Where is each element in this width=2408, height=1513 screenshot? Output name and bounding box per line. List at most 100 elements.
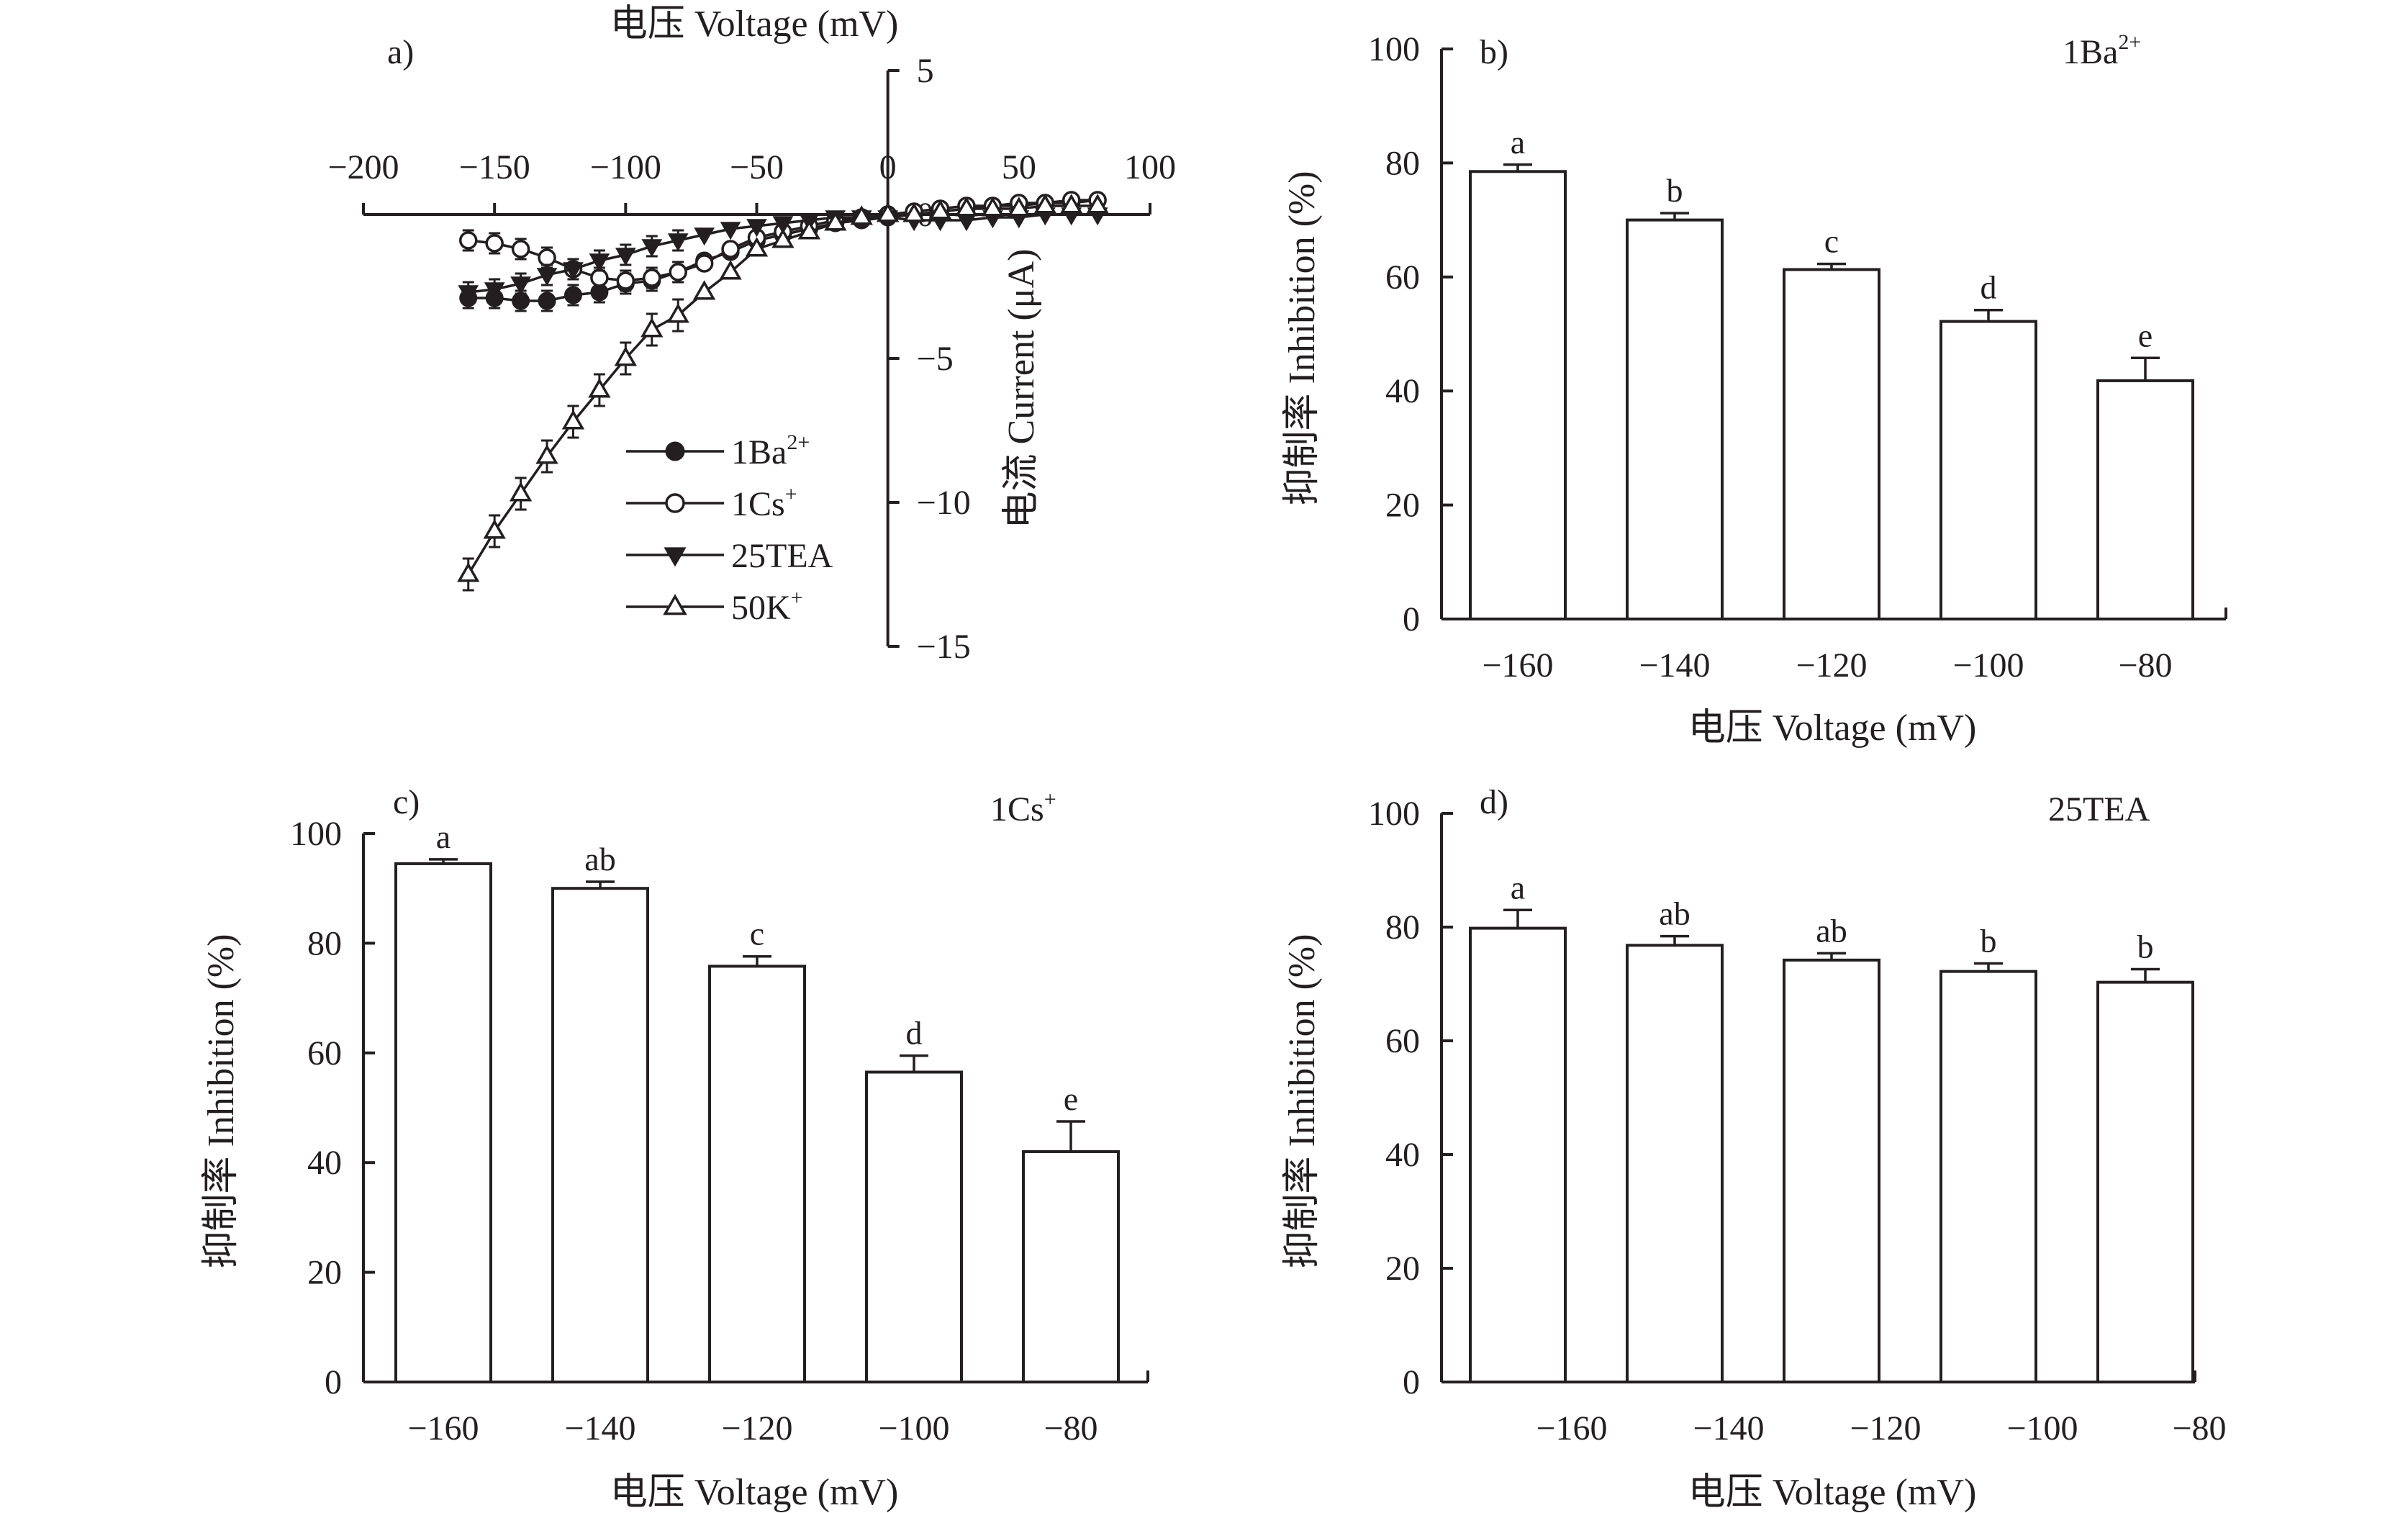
panel-c-y-tick-label: 60: [307, 1034, 342, 1072]
panel-b-label: b): [1480, 33, 1508, 71]
panel-b-y-tick-label: 60: [1385, 258, 1420, 297]
series-50K+: [457, 194, 1109, 592]
data-point-open-triangle: [719, 260, 742, 280]
panel-d-annotation-text: 25TEA: [2048, 790, 2150, 828]
panel-c-y-tick-label: 0: [325, 1363, 342, 1401]
panel-a-label: a): [387, 33, 414, 71]
data-point-open-circle: [643, 268, 661, 287]
data-point-open-triangle: [588, 378, 611, 398]
data-point-filled-triangle: [563, 262, 584, 281]
panel-c-significance-letter: c: [750, 916, 764, 952]
data-point-open-triangle: [483, 519, 506, 539]
data-point-filled-triangle: [694, 227, 715, 246]
panel-d-y-tick-label: 20: [1385, 1250, 1420, 1288]
data-point-filled-triangle: [720, 222, 741, 240]
legend-label: 1Ba2+: [731, 430, 810, 471]
data-point-open-triangle: [457, 562, 480, 582]
legend-label-sup: +: [785, 482, 797, 506]
panel-d-y-tick-label: 40: [1385, 1136, 1420, 1174]
panel-d-xlabel: 电压 Voltage (mV): [1688, 1472, 1977, 1513]
legend-label: 25TEA: [731, 537, 833, 575]
panel-b-significance-letter: c: [1824, 223, 1839, 260]
data-point-open-triangle: [771, 228, 795, 248]
data-point-open-triangle: [902, 202, 925, 222]
panel-c-x-tick-label: −80: [1044, 1409, 1097, 1447]
panel-d-y-tick-label: 0: [1403, 1363, 1420, 1401]
legend-label-text: 25TEA: [731, 537, 833, 575]
data-point-filled-circle: [563, 286, 582, 304]
panel-c-x-tick-label: −140: [564, 1409, 635, 1447]
panel-b-bar: [1626, 218, 1724, 621]
panel-a-y-tick-label: 5: [917, 52, 934, 90]
panel-a-iv-chart: a) 电压 Voltage (mV) 电流 Current (μA) −200 −…: [327, 4, 1176, 666]
data-point-filled-circle: [538, 292, 556, 310]
panel-c-x-tick-label: −100: [878, 1409, 949, 1447]
panel-c-annotation-text: 1Cs: [990, 790, 1044, 828]
legend-entry-1Ba2+: 1Ba2+: [626, 430, 810, 471]
panel-d-bar: [2096, 980, 2194, 1383]
panel-b-annotation: 1Ba2+: [2063, 30, 2141, 71]
panel-d-significance-letter: b: [1981, 923, 1997, 959]
panel-c-significance-letter: e: [1064, 1080, 1078, 1117]
data-point-open-triangle: [1008, 197, 1031, 217]
panel-c-xlabel: 电压 Voltage (mV): [610, 1472, 899, 1513]
legend-entry-1Cs+: 1Cs+: [626, 482, 797, 523]
panel-b-y-tick-label: 20: [1385, 487, 1420, 525]
panel-a-xlabel: 电压 Voltage (mV): [610, 4, 899, 45]
data-point-filled-circle: [665, 441, 685, 461]
panel-c-y-tick-label: 100: [290, 815, 342, 853]
panel-b-y-tick-label: 100: [1368, 30, 1420, 68]
panel-a-x-tick-label: −150: [459, 148, 530, 186]
data-point-open-triangle: [641, 317, 664, 338]
panel-c-y-tick-label: 40: [307, 1144, 342, 1182]
legend-label: 1Cs+: [731, 482, 797, 523]
panel-c-plot: 0 20 40 60 80 100 a −160 ab −140 c −120 d −100 e −80: [290, 815, 1149, 1447]
data-point-filled-triangle: [484, 282, 505, 301]
legend-label: 50K+: [731, 586, 803, 627]
panel-b-bar: [1469, 170, 1567, 620]
panel-c-bar: [551, 887, 649, 1383]
data-point-filled-triangle: [510, 276, 531, 295]
panel-c-bar: [1022, 1150, 1120, 1383]
panel-b-y-tick-label: 0: [1403, 600, 1420, 638]
legend-label-text: 1Ba: [731, 433, 787, 471]
panel-d-label: d): [1480, 783, 1508, 821]
data-point-filled-triangle: [615, 248, 636, 266]
panel-c-y-tick-label: 80: [307, 924, 342, 962]
panel-a-y-tick-label: −15: [917, 628, 971, 666]
data-point-open-triangle: [561, 410, 585, 430]
panel-d-significance-letter: ab: [1659, 895, 1690, 932]
data-point-open-circle: [538, 248, 556, 267]
panel-a-x-tick-label: 0: [879, 148, 897, 186]
panel-c-y-tick-label: 20: [307, 1254, 342, 1292]
panel-b-plot: 0 20 40 60 80 100 a −160 b −140 c −120 d −100 e −80: [1368, 30, 2227, 685]
data-point-open-circle: [616, 271, 635, 290]
panel-a-y-tick-label: −10: [917, 484, 971, 522]
legend-entry-25TEA: 25TEA: [626, 537, 833, 575]
panel-b-xlabel: 电压 Voltage (mV): [1688, 708, 1977, 749]
panel-b-x-tick-label: −120: [1796, 646, 1867, 685]
panel-d-annotation: 25TEA: [2048, 790, 2150, 828]
panel-d-bar: [1939, 970, 2037, 1383]
panel-c-significance-letter: ab: [584, 841, 615, 877]
data-point-filled-triangle: [667, 233, 689, 252]
panel-d-bar: [1626, 944, 1724, 1383]
data-point-open-triangle: [981, 197, 1005, 217]
panel-d-y-tick-label: 80: [1385, 908, 1420, 947]
panel-c-bar-chart: c) 电压 Voltage (mV) 抑制率 Inhibition (%) 1C…: [201, 783, 1149, 1513]
data-point-open-triangle: [1033, 194, 1056, 214]
panel-c-bar: [708, 965, 806, 1384]
data-point-filled-triangle: [458, 285, 479, 304]
panel-d-x-tick-label: −120: [1850, 1409, 1921, 1447]
data-point-filled-triangle: [589, 253, 610, 272]
data-point-open-triangle: [663, 594, 687, 615]
data-point-filled-triangle: [641, 239, 663, 258]
panel-a-x-tick-label: −100: [590, 148, 661, 186]
data-point-open-circle: [694, 254, 714, 273]
panel-b-ylabel: 抑制率 Inhibition (%): [1282, 171, 1323, 505]
data-point-open-triangle: [876, 202, 900, 222]
data-point-filled-triangle: [746, 219, 767, 238]
legend-entry-50K+: 50K+: [626, 586, 803, 627]
data-point-filled-triangle: [536, 268, 558, 286]
panel-b-annotation-sup: 2+: [2118, 30, 2141, 54]
